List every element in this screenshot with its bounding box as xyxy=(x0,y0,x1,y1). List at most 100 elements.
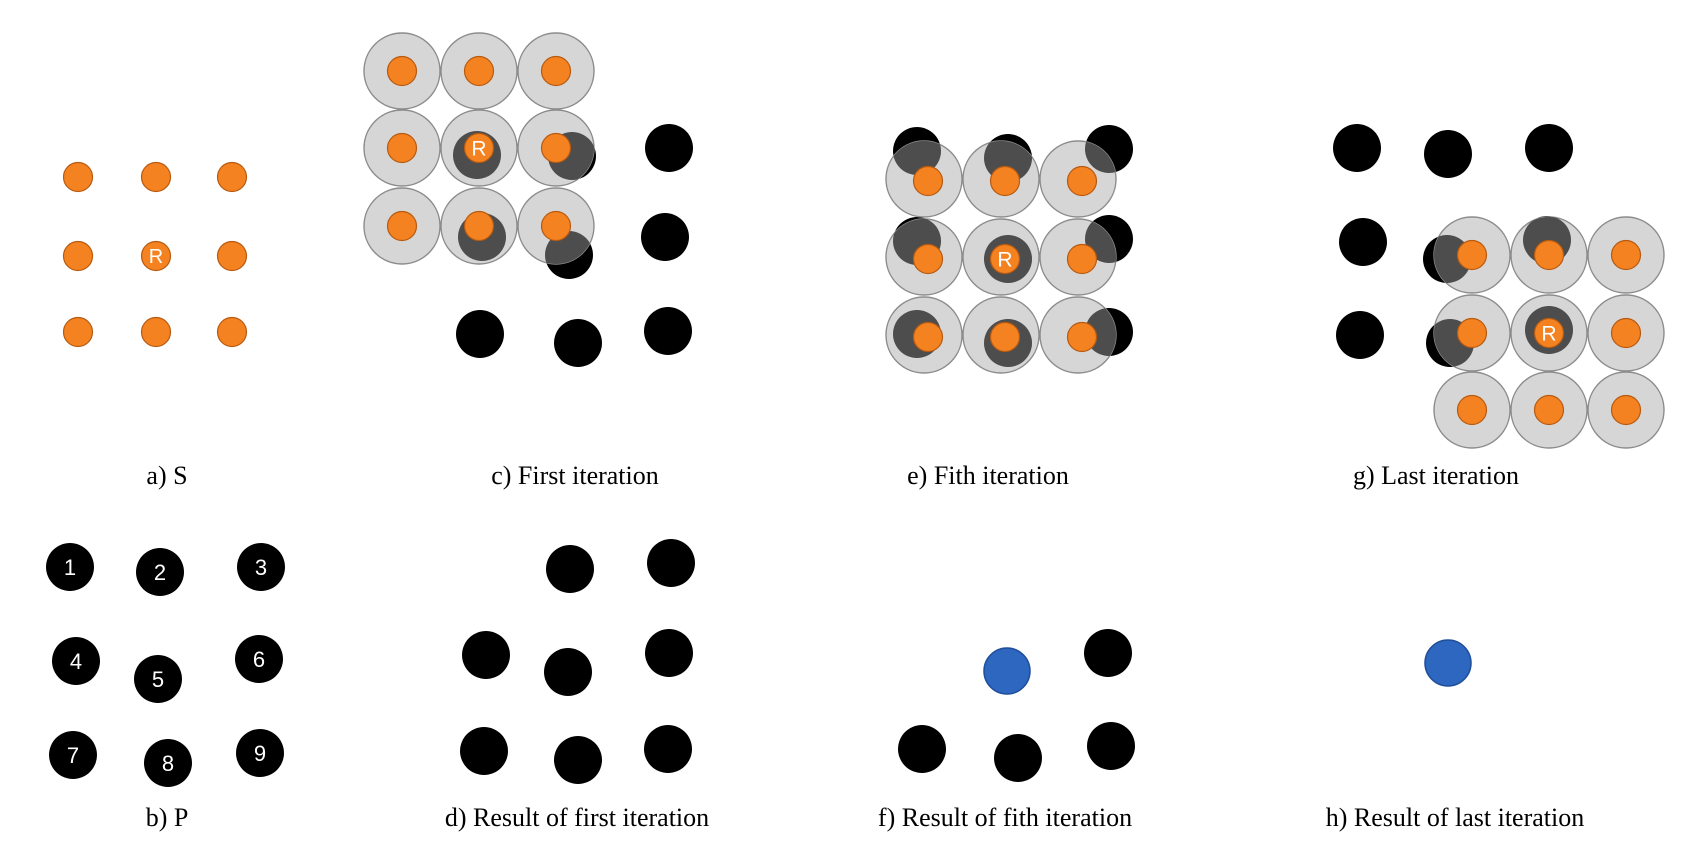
sample-point xyxy=(1533,394,1565,426)
caption-d: d) Result of first iteration xyxy=(445,803,709,832)
pattern-point xyxy=(554,736,602,784)
caption-f: f) Result of fith iteration xyxy=(878,803,1132,832)
sample-point xyxy=(463,210,495,242)
sample-point xyxy=(912,243,944,275)
result-point xyxy=(983,647,1031,695)
sample-point xyxy=(62,240,94,272)
pattern-point-label: 7 xyxy=(67,743,79,768)
pattern-point-label: 9 xyxy=(254,741,266,766)
pattern-point xyxy=(898,725,946,773)
pattern-point xyxy=(994,734,1042,782)
sample-point xyxy=(1066,165,1098,197)
sample-point xyxy=(1066,243,1098,275)
pattern-point xyxy=(1084,629,1132,677)
pattern-point xyxy=(1336,311,1384,359)
sample-point xyxy=(140,316,172,348)
sample-point xyxy=(386,210,418,242)
caption-e: e) Fith iteration xyxy=(907,461,1069,490)
sample-point xyxy=(1533,317,1565,349)
pattern-point xyxy=(1424,130,1472,178)
pattern-point-label: 4 xyxy=(70,649,82,674)
pattern-point xyxy=(49,731,97,779)
reference-label: R xyxy=(149,246,163,268)
sample-point xyxy=(216,240,248,272)
pattern-point-label: 2 xyxy=(154,560,166,585)
sample-point xyxy=(1456,239,1488,271)
pattern-point xyxy=(237,543,285,591)
result-point xyxy=(1424,639,1472,687)
overlap-region xyxy=(1085,215,1116,263)
sample-point xyxy=(216,316,248,348)
pattern-point xyxy=(644,307,692,355)
pattern-point xyxy=(1525,124,1573,172)
sample-point xyxy=(1456,394,1488,426)
sample-point xyxy=(140,240,172,272)
panel-c-first-iteration: R xyxy=(363,32,693,367)
sample-point xyxy=(1610,239,1642,271)
pattern-point xyxy=(647,539,695,587)
sample-point xyxy=(62,161,94,193)
sample-point xyxy=(1533,239,1565,271)
panel-b-pattern-points: 1 2 3 4 5 6 7 8 9 xyxy=(46,543,285,787)
pattern-point xyxy=(546,545,594,593)
pattern-point xyxy=(136,548,184,596)
pattern-point xyxy=(46,543,94,591)
sample-point xyxy=(1610,317,1642,349)
sample-point xyxy=(912,165,944,197)
pattern-point xyxy=(456,310,504,358)
sample-point xyxy=(386,132,418,164)
pattern-point xyxy=(52,637,100,685)
pattern-point xyxy=(544,648,592,696)
panel-d-result-first-iteration xyxy=(460,539,695,784)
pattern-point xyxy=(644,725,692,773)
sample-point xyxy=(463,132,495,164)
sample-point xyxy=(540,132,572,164)
pattern-point-label: 3 xyxy=(255,555,267,580)
sample-point xyxy=(989,321,1021,353)
caption-h: h) Result of last iteration xyxy=(1326,803,1585,832)
sample-point xyxy=(1066,321,1098,353)
pattern-point xyxy=(235,635,283,683)
sample-point xyxy=(912,321,944,353)
panel-g-last-iteration: R xyxy=(1333,124,1665,449)
sample-point xyxy=(1456,317,1488,349)
sample-point xyxy=(140,161,172,193)
reference-label: R xyxy=(1541,323,1556,346)
pattern-point xyxy=(645,124,693,172)
sample-point xyxy=(989,243,1021,275)
caption-g: g) Last iteration xyxy=(1353,461,1519,490)
sample-point xyxy=(463,55,495,87)
sample-point xyxy=(1610,394,1642,426)
panel-a-sample-grid: R xyxy=(62,161,248,348)
pattern-point xyxy=(554,319,602,367)
pattern-point-label: 1 xyxy=(64,555,76,580)
pattern-point xyxy=(462,631,510,679)
panel-h-result-last-iteration xyxy=(1424,639,1472,687)
caption-b: b) P xyxy=(146,803,189,832)
sample-point xyxy=(989,165,1021,197)
pattern-point xyxy=(1339,218,1387,266)
panel-e-fifth-iteration: R xyxy=(885,125,1133,374)
sample-point xyxy=(62,316,94,348)
sample-point xyxy=(540,55,572,87)
pattern-point xyxy=(236,729,284,777)
pattern-point xyxy=(641,213,689,261)
sample-point xyxy=(386,55,418,87)
reference-label: R xyxy=(471,138,486,161)
reference-label: R xyxy=(997,249,1012,272)
sample-point xyxy=(216,161,248,193)
caption-a: a) S xyxy=(146,461,187,490)
pattern-point-label: 5 xyxy=(152,667,164,692)
pattern-point xyxy=(460,727,508,775)
panel-f-result-fifth-iteration xyxy=(898,629,1135,782)
pattern-point-label: 8 xyxy=(162,751,174,776)
caption-c: c) First iteration xyxy=(491,461,659,490)
pattern-point xyxy=(645,629,693,677)
pattern-point xyxy=(1333,124,1381,172)
overlap-region xyxy=(893,141,941,175)
sample-point xyxy=(540,210,572,242)
overlap-region xyxy=(1085,308,1116,356)
pattern-point xyxy=(134,655,182,703)
pattern-point xyxy=(144,739,192,787)
